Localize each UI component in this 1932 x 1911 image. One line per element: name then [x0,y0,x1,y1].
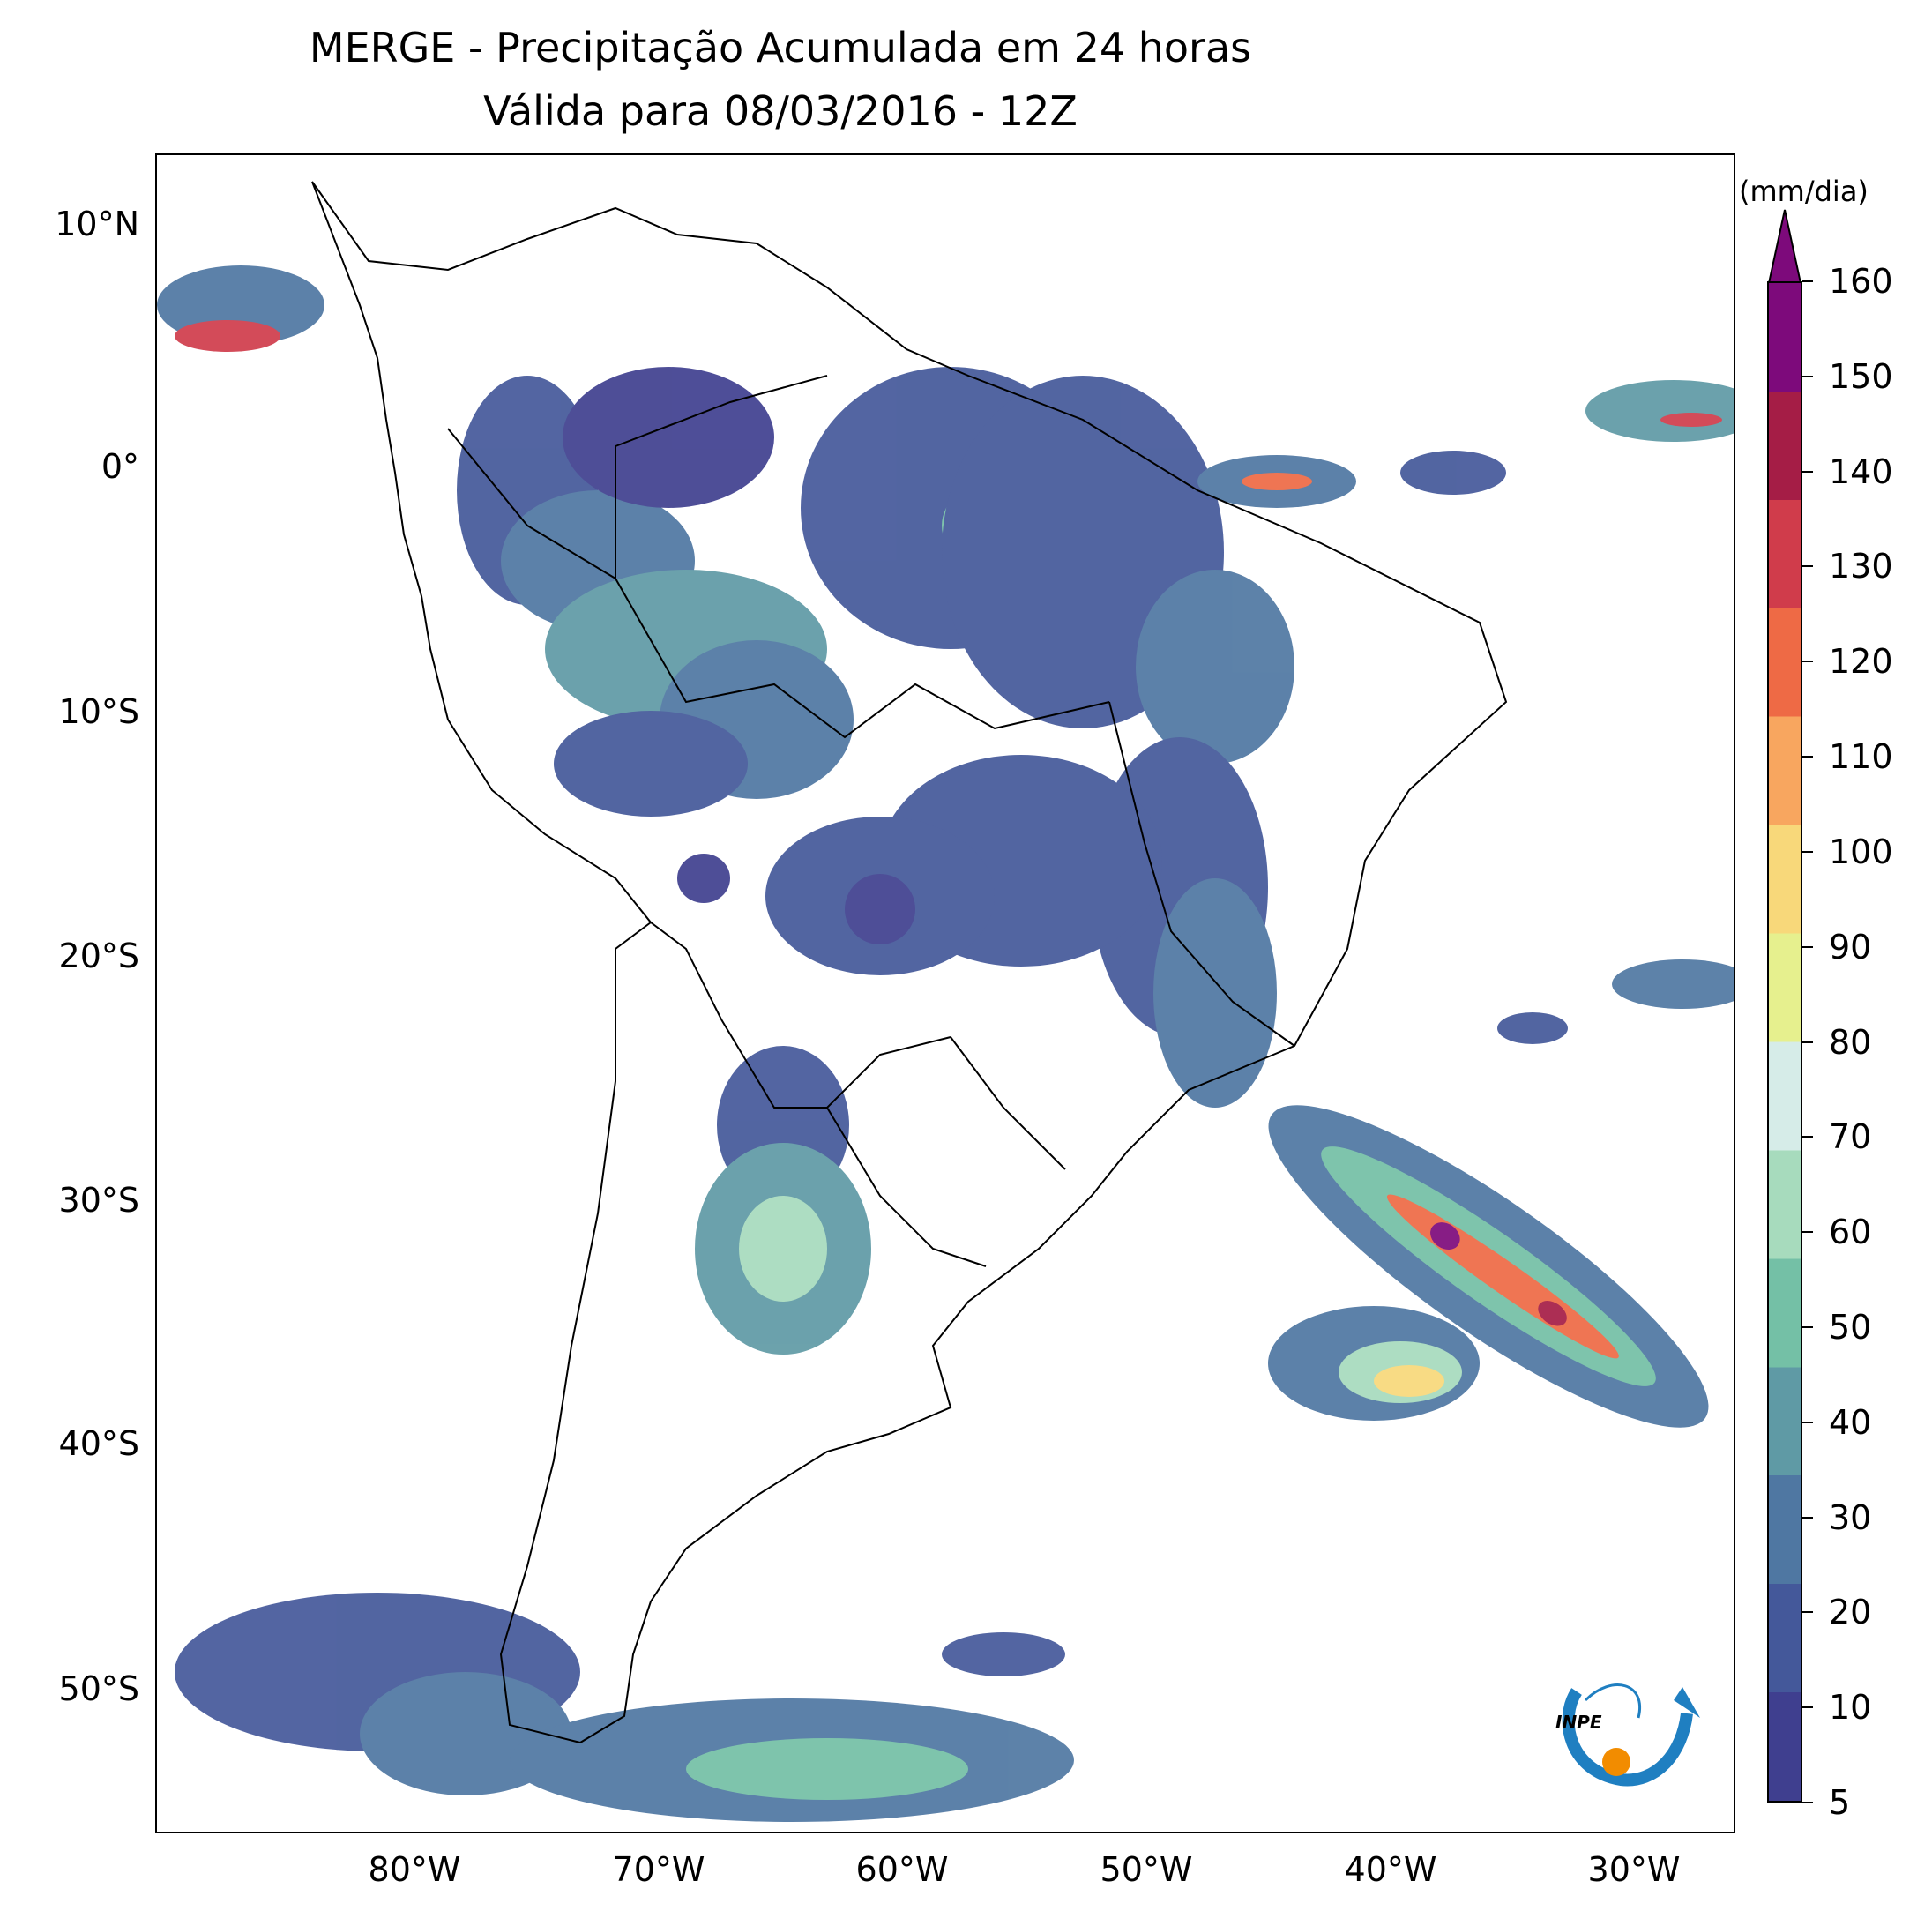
colorbar-tick-label: 130 [1829,547,1893,586]
colorbar-tick-label: 5 [1829,1783,1851,1822]
colorbar-tick-label: 150 [1829,356,1893,396]
lat-label-30s: 30°S [58,1181,139,1220]
coastline-layer [311,181,1508,1744]
colorbar-tick-label: 140 [1829,452,1893,491]
lat-label-10s: 10°S [58,692,139,731]
precipitation-map [155,153,1735,1833]
colorbar-tick-label: 10 [1829,1688,1872,1728]
colorbar-tick [1802,1516,1813,1519]
colorbar-tick-label: 100 [1829,832,1893,871]
map-title: MERGE - Precipitação Acumulada em 24 hor… [309,24,1252,71]
colorbar-tick [1802,565,1813,568]
colorbar-tick [1802,470,1813,473]
colorbar-tick [1802,375,1813,377]
colorbar-tick [1802,661,1813,663]
colorbar-tick-label: 30 [1829,1497,1872,1537]
colorbar-extend-arrow [1767,209,1802,283]
colorbar-tick [1802,756,1813,758]
lat-label-40s: 40°S [58,1424,139,1463]
colorbar-tick [1802,1802,1813,1803]
colorbar-tick [1802,1421,1813,1423]
colorbar-tick-label: 90 [1829,927,1872,967]
colorbar-tick-label: 20 [1829,1593,1872,1632]
lat-label-20s: 20°S [58,937,139,975]
map-canvas [157,181,1734,1822]
logo-text: INPE [1555,1712,1602,1733]
colorbar-tick [1802,280,1813,282]
colorbar-tick-label: 50 [1829,1307,1872,1347]
colorbar-tick-label: 70 [1829,1117,1872,1157]
colorbar-tick [1802,1136,1813,1138]
colorbar-tick-label: 80 [1829,1022,1872,1062]
lat-label-0: 0° [101,447,139,486]
colorbar-tick-label: 120 [1829,642,1893,682]
colorbar-tick [1802,850,1813,853]
precipitation-layer [157,265,1734,1822]
lon-label-80w: 80°W [368,1850,461,1889]
inpe-logo: INPE [1555,1683,1700,1787]
map-subtitle: Válida para 08/03/2016 - 12Z [483,87,1078,135]
lat-label-10n: 10°N [55,205,139,243]
lon-label-30w: 30°W [1587,1850,1681,1889]
colorbar [1767,281,1802,1803]
lon-label-70w: 70°W [612,1850,705,1889]
colorbar-tick [1802,945,1813,948]
colorbar-unit: (mm/dia) [1739,175,1869,208]
lon-label-60w: 60°W [855,1850,949,1889]
lon-label-40w: 40°W [1344,1850,1437,1889]
colorbar-tick [1802,1041,1813,1043]
lon-label-50w: 50°W [1100,1850,1193,1889]
colorbar-tick-label: 160 [1829,262,1893,301]
colorbar-tick-label: 60 [1829,1213,1872,1252]
colorbar-tick [1802,1231,1813,1234]
colorbar-tick-label: 110 [1829,737,1893,777]
colorbar-tick [1802,1706,1813,1709]
colorbar-tick [1802,1325,1813,1328]
colorbar-tick-label: 40 [1829,1402,1872,1442]
colorbar-tick [1802,1611,1813,1614]
lat-label-50s: 50°S [58,1669,139,1708]
